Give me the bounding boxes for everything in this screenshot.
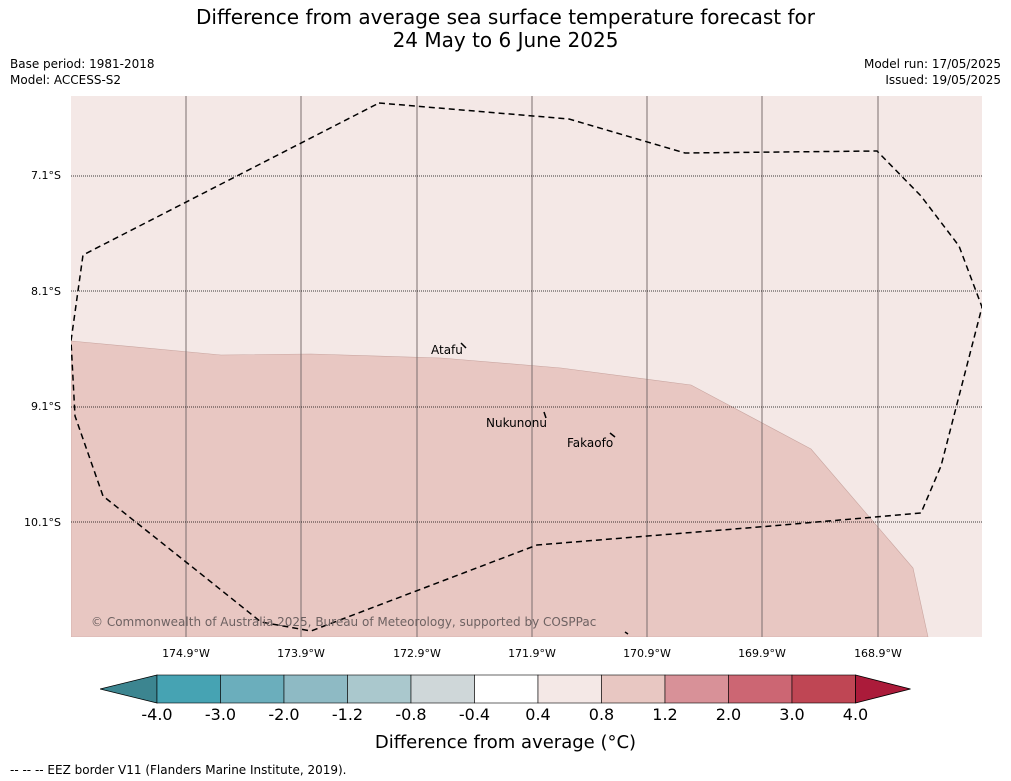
colorbar-tick-label: 1.2 (652, 705, 678, 724)
colorbar-tick-label: -2.0 (268, 705, 300, 724)
lat-label-9-1: 9.1°S (31, 400, 61, 413)
model-name: Model: ACCESS-S2 (10, 73, 122, 87)
colorbar-swatch (347, 674, 412, 704)
atafu-island-mark (460, 342, 467, 349)
meta-right: Model run: 17/05/2025 Issued: 19/05/2025 (864, 56, 1001, 88)
colorbar-swatch (474, 674, 539, 704)
colorbar-extend-low (100, 674, 158, 704)
base-period: Base period: 1981-2018 (10, 57, 155, 71)
lon-label-168-9: 168.9°W (854, 647, 902, 660)
colorbar-swatch (220, 674, 285, 704)
nukunonu-island-mark (543, 411, 547, 419)
warm-anomaly-region (71, 340, 929, 637)
lon-label-173-9: 173.9°W (277, 647, 325, 660)
title-line-2: 24 May to 6 June 2025 (392, 28, 619, 52)
title-line-1: Difference from average sea surface temp… (195, 5, 815, 29)
lat-label-10-1: 10.1°S (24, 516, 61, 529)
place-label-atafu: Atafu (431, 343, 463, 357)
colorbar-swatches (100, 674, 911, 704)
colorbar-swatch (664, 674, 729, 704)
lon-label-172-9: 172.9°W (393, 647, 441, 660)
colorbar (100, 674, 911, 704)
colorbar-tick-label: 4.0 (842, 705, 869, 724)
colorbar-tick-label: -3.0 (204, 705, 237, 724)
lon-label-169-9: 169.9°W (738, 647, 786, 660)
copyright-notice: © Commonwealth of Australia 2025, Bureau… (91, 615, 596, 629)
colorbar-swatch (410, 674, 475, 704)
eez-border (71, 102, 982, 632)
colorbar-swatch (283, 674, 348, 704)
colorbar-tick-label: 0.4 (525, 705, 551, 724)
map-title: Difference from average sea surface temp… (0, 6, 1011, 52)
place-label-fakaofo: Fakaofo (567, 436, 613, 450)
colorbar-tick-label: 3.0 (779, 705, 805, 724)
fakaofo-island-mark (609, 432, 616, 438)
eez-border-legend: -- -- -- EEZ border V11 (Flanders Marine… (10, 763, 347, 777)
colorbar-swatch (791, 674, 856, 704)
lat-label-7-1: 7.1°S (31, 169, 61, 182)
colorbar-swatch (537, 674, 602, 704)
colorbar-tick-label: 0.8 (588, 705, 615, 724)
colorbar-extend-high (855, 674, 911, 704)
model-run: Model run: 17/05/2025 (863, 57, 1001, 71)
place-label-nukunonu: Nukunonu (486, 416, 547, 430)
small-island-mark (624, 631, 629, 635)
colorbar-tick-label: -0.4 (458, 705, 491, 724)
lon-label-174-9: 174.9°W (162, 647, 210, 660)
colorbar-tick-label: -4.0 (141, 705, 173, 724)
colorbar-swatch (601, 674, 666, 704)
issued-date: Issued: 19/05/2025 (885, 73, 1001, 87)
colorbar-swatch (156, 674, 221, 704)
lon-label-170-9: 170.9°W (623, 647, 671, 660)
map-panel: Atafu Nukunonu Fakaofo © Commonwealth of… (71, 96, 982, 637)
lat-label-8-1: 8.1°S (31, 285, 61, 298)
colorbar-title: Difference from average (°C) (374, 732, 637, 753)
colorbar-tick-label: -0.8 (395, 705, 427, 724)
lon-label-171-9: 171.9°W (508, 647, 556, 660)
colorbar-tick-label: -1.2 (331, 705, 364, 724)
colorbar-tick-label: 2.0 (715, 705, 742, 724)
colorbar-swatch (728, 674, 793, 704)
meridian-gridlines (185, 96, 879, 637)
meta-left: Base period: 1981-2018 Model: ACCESS-S2 (10, 56, 155, 88)
